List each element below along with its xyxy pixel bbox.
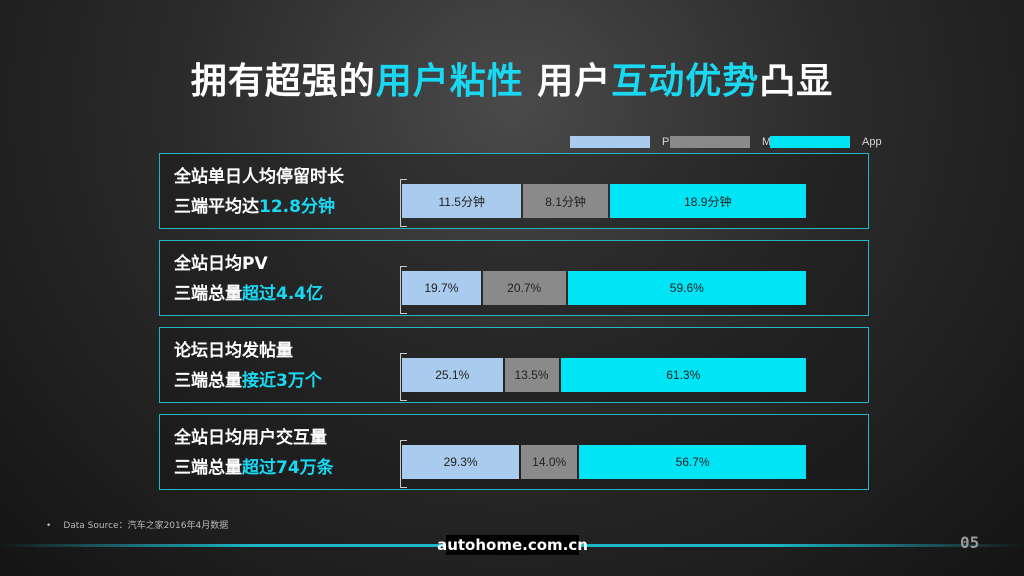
title-part: 凸显 [759, 61, 834, 102]
metric-text: 全站单日人均停留时长 三端平均达12.8分钟 [174, 162, 344, 222]
legend-swatch [570, 136, 650, 148]
bar-bracket [400, 353, 407, 401]
legend-swatch [670, 136, 750, 148]
page-number: 05 [960, 533, 980, 552]
metric-summary-highlight: 超过74万条 [242, 458, 334, 478]
bullet-icon: • [46, 521, 52, 531]
bar-bracket [400, 266, 407, 314]
data-source-note: • Data Source：汽车之家2016年4月数据 [46, 518, 228, 531]
data-source-text: Data Source：汽车之家2016年4月数据 [63, 521, 229, 531]
bar-segment-pc: 11.5分钟 [402, 184, 522, 218]
legend-label: App [862, 136, 882, 148]
metric-panel: 全站日均用户交互量 三端总量超过74万条 29.3% 14.0% 56.7% [159, 414, 869, 490]
stacked-bar: 19.7% 20.7% 59.6% [402, 271, 806, 305]
metric-summary-highlight: 接近3万个 [242, 371, 322, 391]
metric-summary-prefix: 三端总量 [174, 284, 242, 304]
bar-bracket [400, 440, 407, 488]
metric-panel: 全站单日人均停留时长 三端平均达12.8分钟 11.5分钟 8.1分钟 18.9分钟 [159, 153, 869, 229]
bar-segment-pc: 25.1% [402, 358, 503, 392]
metric-summary-highlight: 超过4.4亿 [242, 284, 324, 304]
page-title: 拥有超强的用户粘性 用户互动优势凸显 [0, 52, 1024, 104]
legend-item: App [770, 136, 882, 148]
bar-segment-app: 18.9分钟 [609, 184, 806, 218]
metric-summary-highlight: 12.8分钟 [259, 197, 335, 217]
bar-segment-app: 59.6% [567, 271, 806, 305]
metric-summary-prefix: 三端总量 [174, 458, 242, 478]
metric-summary-prefix: 三端平均达 [174, 197, 259, 217]
chart-legend: PC M App [0, 136, 1024, 150]
metric-panel: 全站日均PV 三端总量超过4.4亿 19.7% 20.7% 59.6% [159, 240, 869, 316]
metric-title: 全站日均用户交互量 [174, 428, 327, 448]
metric-summary: 三端总量接近3万个 [174, 366, 322, 396]
metric-summary: 三端总量超过74万条 [174, 453, 334, 483]
legend-item: M [670, 136, 771, 148]
title-part: 用户粘性 [375, 61, 524, 102]
legend-swatch [770, 136, 850, 148]
bar-segment-app: 56.7% [579, 445, 806, 479]
title-part: 拥有超强的 [190, 61, 376, 102]
metric-title: 全站日均PV [174, 254, 268, 274]
bar-segment-pc: 19.7% [402, 271, 481, 305]
metric-panel: 论坛日均发帖量 三端总量接近3万个 25.1% 13.5% 61.3% [159, 327, 869, 403]
metric-summary: 三端总量超过4.4亿 [174, 279, 323, 309]
metric-title: 全站单日人均停留时长 [174, 167, 344, 187]
brand-logo: autohome.com.cn [437, 535, 588, 555]
title-part: 用户 [523, 61, 612, 102]
bar-segment-m: 13.5% [504, 358, 559, 392]
bar-segment-m: 8.1分钟 [523, 184, 608, 218]
metric-text: 论坛日均发帖量 三端总量接近3万个 [174, 336, 322, 396]
legend-item: PC [570, 136, 677, 148]
metric-text: 全站日均用户交互量 三端总量超过74万条 [174, 423, 334, 483]
metric-title: 论坛日均发帖量 [174, 341, 293, 361]
stacked-bar: 25.1% 13.5% 61.3% [402, 358, 806, 392]
bar-segment-m: 14.0% [521, 445, 578, 479]
bar-segment-app: 61.3% [560, 358, 806, 392]
stacked-bar: 29.3% 14.0% 56.7% [402, 445, 806, 479]
bar-bracket [400, 179, 407, 227]
title-part: 互动优势 [611, 61, 760, 102]
bar-segment-m: 20.7% [482, 271, 566, 305]
legend-label: M [762, 136, 772, 148]
stacked-bar: 11.5分钟 8.1分钟 18.9分钟 [402, 184, 806, 218]
metric-text: 全站日均PV 三端总量超过4.4亿 [174, 249, 323, 309]
bar-segment-pc: 29.3% [402, 445, 520, 479]
metric-summary: 三端平均达12.8分钟 [174, 192, 344, 222]
metric-summary-prefix: 三端总量 [174, 371, 242, 391]
